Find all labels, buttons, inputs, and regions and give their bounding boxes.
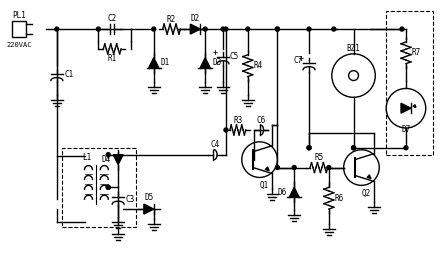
Text: PL1: PL1 [12, 11, 26, 20]
Text: D7: D7 [401, 125, 411, 134]
Circle shape [307, 146, 311, 150]
Text: C5: C5 [230, 52, 239, 61]
Text: Q1: Q1 [260, 181, 269, 190]
Polygon shape [200, 58, 210, 68]
Circle shape [106, 185, 110, 189]
Text: R4: R4 [254, 61, 263, 70]
Text: C4: C4 [210, 140, 220, 149]
Circle shape [203, 27, 207, 31]
Circle shape [307, 27, 311, 31]
Circle shape [292, 166, 296, 169]
Circle shape [352, 146, 356, 150]
Circle shape [106, 153, 110, 157]
Text: D1: D1 [161, 58, 170, 67]
Polygon shape [113, 155, 123, 165]
Circle shape [221, 27, 225, 31]
Circle shape [327, 166, 331, 169]
Text: +: + [299, 54, 304, 63]
Polygon shape [190, 24, 200, 34]
Text: R3: R3 [233, 116, 242, 124]
Polygon shape [401, 103, 411, 113]
Circle shape [152, 27, 156, 31]
Circle shape [332, 27, 336, 31]
Text: R6: R6 [335, 194, 344, 203]
Circle shape [276, 27, 280, 31]
Circle shape [106, 185, 110, 189]
Circle shape [400, 27, 404, 31]
Text: D5: D5 [144, 193, 153, 202]
Text: R1: R1 [108, 54, 117, 63]
Text: +: + [213, 48, 218, 57]
Circle shape [246, 27, 250, 31]
Circle shape [404, 146, 408, 150]
Text: R7: R7 [412, 48, 421, 57]
Circle shape [224, 27, 228, 31]
Circle shape [224, 128, 228, 132]
Circle shape [307, 146, 311, 150]
Circle shape [276, 27, 280, 31]
Text: D2: D2 [190, 14, 200, 23]
Text: D6: D6 [278, 188, 287, 197]
Text: D3: D3 [212, 58, 222, 67]
Text: BZ1: BZ1 [346, 44, 361, 53]
Text: 220VAC: 220VAC [7, 42, 32, 48]
Circle shape [55, 27, 59, 31]
Text: C3: C3 [125, 195, 134, 204]
Text: D4: D4 [101, 155, 111, 164]
Text: C7: C7 [294, 56, 303, 65]
Text: C2: C2 [108, 14, 117, 23]
Circle shape [276, 166, 280, 169]
Polygon shape [149, 58, 159, 68]
Text: C6: C6 [257, 116, 266, 124]
Text: L1: L1 [82, 153, 91, 162]
Polygon shape [289, 187, 299, 197]
Circle shape [352, 146, 356, 150]
Polygon shape [144, 204, 154, 214]
Text: C1: C1 [65, 70, 74, 79]
Text: R2: R2 [167, 15, 176, 24]
Text: Q2: Q2 [362, 189, 371, 198]
Circle shape [97, 27, 101, 31]
Text: R5: R5 [314, 153, 323, 162]
